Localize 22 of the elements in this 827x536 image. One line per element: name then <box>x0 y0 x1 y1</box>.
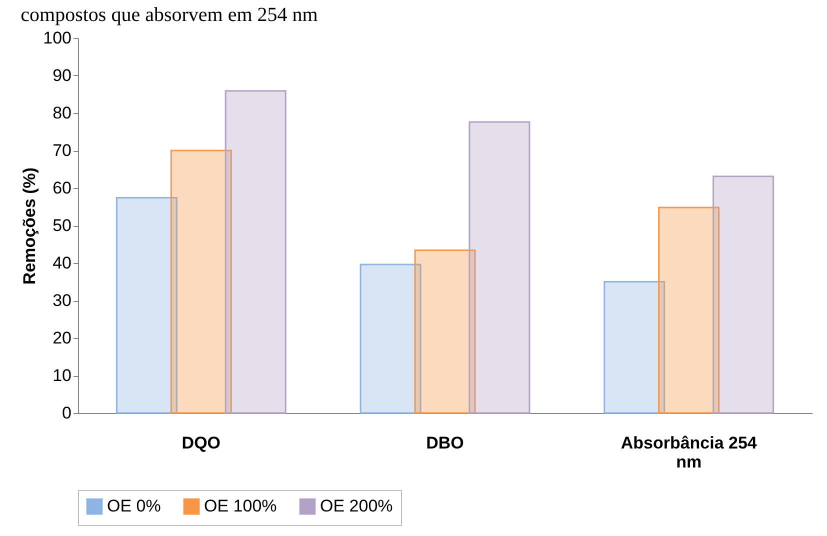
legend-label: OE 200% <box>320 496 393 516</box>
x-tick-label: DBO <box>426 434 464 452</box>
y-tick-label: 0 <box>62 404 72 422</box>
bar <box>712 176 774 414</box>
y-tick-label: 50 <box>52 216 72 235</box>
y-tick-label: 60 <box>52 178 72 198</box>
bar <box>224 90 286 414</box>
y-tick-label: 40 <box>52 254 72 272</box>
y-tick-label: 90 <box>52 66 72 85</box>
y-tick-label: 20 <box>52 328 72 348</box>
bar <box>468 121 530 414</box>
y-tick-label: 100 <box>43 28 72 48</box>
y-axis-title: Remoções (%) <box>20 167 40 285</box>
y-tick-label: 80 <box>52 104 72 122</box>
y-tick-label: 10 <box>52 366 72 385</box>
legend-label: OE 100% <box>204 496 277 516</box>
y-tick-label: 30 <box>52 291 72 310</box>
text: compostos que absorvem em 254 nm <box>20 4 318 26</box>
y-tick-label: 70 <box>52 141 72 160</box>
legend-label: OE 0% <box>107 496 161 516</box>
x-tick-label: DQO <box>182 434 221 452</box>
x-tick-label: Absorbância 254 nm <box>620 434 758 472</box>
